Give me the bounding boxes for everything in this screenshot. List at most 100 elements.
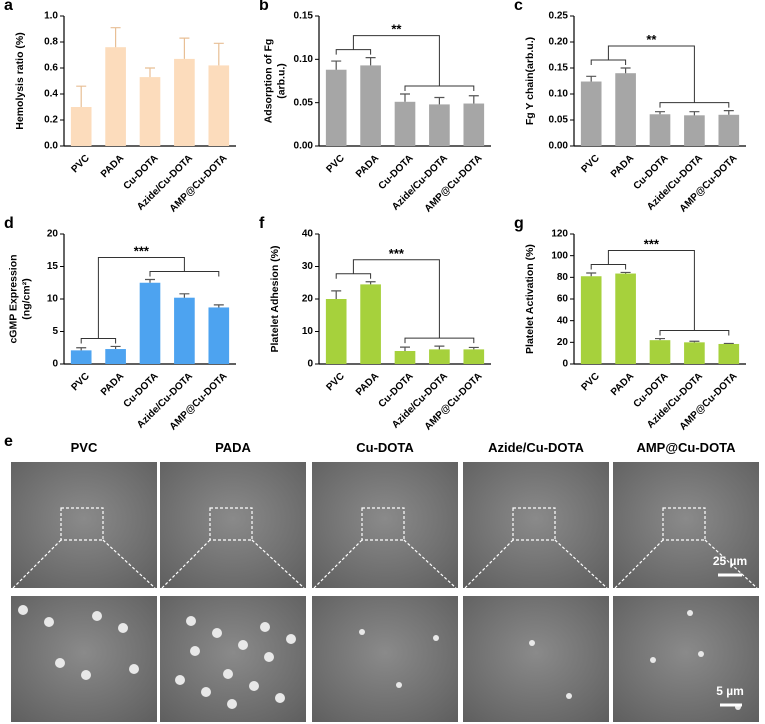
bar	[429, 349, 450, 364]
zoom-box	[60, 507, 104, 541]
y-axis-label: Adsorption of Fg	[262, 39, 274, 124]
y-tick-label: 1.0	[44, 11, 58, 22]
significance-label: ***	[389, 246, 405, 261]
column-title: AMP@Cu-DOTA	[636, 440, 736, 455]
cell	[118, 623, 128, 633]
error-bar	[620, 271, 631, 274]
error-bar	[213, 42, 224, 66]
bar	[105, 349, 126, 364]
error-bar	[145, 67, 155, 78]
x-tick-label: PADA	[609, 371, 636, 398]
scale-bar-label: 5 µm	[716, 684, 744, 698]
x-tick-label: PVC	[325, 153, 347, 175]
cell	[129, 664, 139, 674]
panel-label: d	[4, 215, 14, 232]
error-bar	[468, 346, 479, 350]
cell	[223, 669, 233, 679]
y-tick-label: 0.10	[294, 54, 314, 65]
zoom-box	[512, 507, 556, 541]
sem-image	[613, 462, 759, 588]
y-axis-label: Platelet Adhesion (%)	[269, 246, 281, 353]
error-bar	[179, 293, 190, 298]
cell	[44, 617, 54, 627]
cell	[92, 611, 102, 621]
y-tick-label: 0.8	[44, 37, 58, 48]
x-tick-label: PADA	[354, 153, 381, 180]
cell	[275, 693, 285, 703]
bar	[718, 114, 740, 146]
error-bar	[655, 111, 665, 115]
zoom-lines	[12, 539, 156, 589]
y-tick-label: 0.10	[549, 89, 569, 100]
cell	[433, 635, 439, 641]
significance-bracket	[80, 257, 220, 344]
y-tick-label: 40	[557, 315, 569, 326]
sem-image-zoom	[463, 596, 609, 722]
y-tick-label: 40	[302, 229, 314, 240]
cell	[650, 657, 656, 663]
cell	[396, 682, 402, 688]
bar	[105, 47, 126, 147]
error-bar	[145, 278, 155, 283]
bar	[325, 299, 347, 364]
x-tick-label: PVC	[70, 153, 92, 175]
y-axis-label: cGMP Expression	[7, 254, 19, 343]
x-tick-label: PADA	[99, 371, 126, 398]
error-bar	[179, 37, 190, 59]
bar	[139, 282, 161, 364]
y-tick-label: 0.05	[549, 115, 569, 126]
sem-image	[463, 462, 609, 588]
y-tick-label: 0.00	[549, 141, 569, 152]
bar	[463, 103, 485, 146]
x-tick-label: PVC	[580, 371, 602, 393]
bar	[174, 297, 195, 364]
bar	[684, 115, 705, 146]
cell	[227, 699, 237, 709]
cell	[18, 605, 28, 615]
scale-bar-label: 25 µm	[713, 554, 747, 568]
error-bar	[331, 60, 342, 70]
significance-bracket	[590, 249, 730, 336]
cell	[238, 640, 248, 650]
x-tick-label: PVC	[580, 153, 602, 175]
bar	[615, 273, 636, 364]
bar	[139, 77, 161, 146]
y-tick-label: 0	[307, 359, 313, 370]
y-tick-label: 30	[302, 261, 314, 272]
bar	[174, 58, 195, 146]
cell	[212, 628, 222, 638]
bar	[325, 69, 347, 146]
y-tick-label: 0.6	[44, 63, 58, 74]
y-tick-label: 120	[551, 229, 568, 240]
zoom-box	[662, 507, 706, 541]
cell	[260, 622, 270, 632]
panel-label: e	[4, 433, 13, 450]
y-tick-label: 20	[557, 337, 569, 348]
column-title: Cu-DOTA	[356, 440, 414, 455]
error-bar	[689, 340, 700, 343]
zoom-lines	[464, 539, 608, 589]
bar	[208, 65, 230, 146]
y-tick-label: 0	[52, 359, 58, 370]
y-tick-label: 5	[52, 326, 58, 337]
y-tick-label: 0.0	[44, 141, 58, 152]
error-bar	[400, 346, 410, 351]
y-tick-label: 10	[302, 326, 314, 337]
cell	[566, 693, 572, 699]
error-bar	[620, 67, 631, 74]
significance-label: **	[646, 32, 657, 47]
significance-label: ***	[644, 236, 660, 251]
bar	[649, 114, 671, 146]
y-tick-label: 0.00	[294, 141, 314, 152]
bar	[360, 284, 381, 364]
bar	[429, 104, 450, 146]
y-tick-label: 0.4	[44, 89, 58, 100]
panel-label: a	[4, 0, 13, 14]
y-tick-label: 0.05	[294, 97, 314, 108]
x-tick-label: PADA	[609, 153, 636, 180]
bar	[615, 73, 636, 146]
sem-image	[312, 462, 458, 588]
error-bar	[110, 27, 121, 48]
zoom-lines	[313, 539, 457, 589]
zoom-box	[209, 507, 253, 541]
